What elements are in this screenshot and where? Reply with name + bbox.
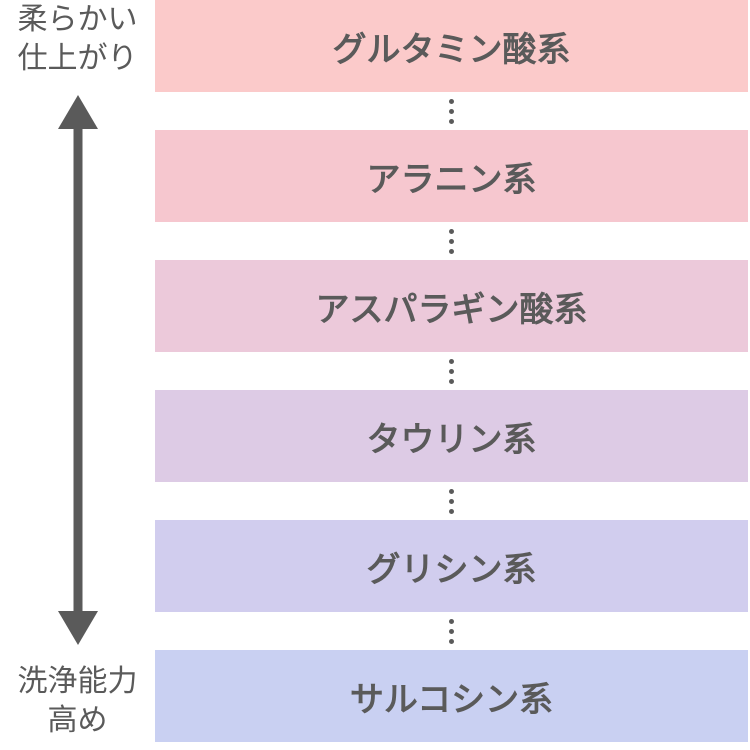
rank-bar: サルコシン系	[155, 650, 748, 742]
dot-icon	[449, 249, 454, 254]
dots-separator	[155, 92, 748, 130]
rank-bar: アラニン系	[155, 130, 748, 222]
bars-column: グルタミン酸系アラニン系アスパラギン酸系タウリン系グリシン系サルコシン系	[155, 0, 750, 750]
dot-icon	[449, 619, 454, 624]
dot-icon	[449, 109, 454, 114]
dots-separator	[155, 352, 748, 390]
dot-icon	[449, 99, 454, 104]
axis-top-label: 柔らかい 仕上がり	[0, 0, 155, 78]
dot-icon	[449, 499, 454, 504]
rank-bar: タウリン系	[155, 390, 748, 482]
dot-icon	[449, 229, 454, 234]
axis-bottom-line1: 洗浄能力	[18, 665, 138, 698]
axis-bottom-label: 洗浄能力 高め	[0, 662, 155, 740]
rank-bar: グリシン系	[155, 520, 748, 612]
axis-bottom-line2: 高め	[48, 704, 108, 737]
axis-top-line1: 柔らかい	[18, 3, 138, 36]
rank-bar: グルタミン酸系	[155, 0, 748, 92]
dot-icon	[449, 379, 454, 384]
dot-icon	[449, 639, 454, 644]
dots-separator	[155, 222, 748, 260]
double-arrow-icon	[48, 95, 108, 645]
rank-bar: アスパラギン酸系	[155, 260, 748, 352]
dot-icon	[449, 369, 454, 374]
dot-icon	[449, 359, 454, 364]
dot-icon	[449, 489, 454, 494]
dot-icon	[449, 509, 454, 514]
dot-icon	[449, 119, 454, 124]
axis-column: 柔らかい 仕上がり 洗浄能力 高め	[0, 0, 155, 750]
dots-separator	[155, 482, 748, 520]
dots-separator	[155, 612, 748, 650]
dot-icon	[449, 629, 454, 634]
axis-top-line2: 仕上がり	[18, 42, 138, 75]
dot-icon	[449, 239, 454, 244]
